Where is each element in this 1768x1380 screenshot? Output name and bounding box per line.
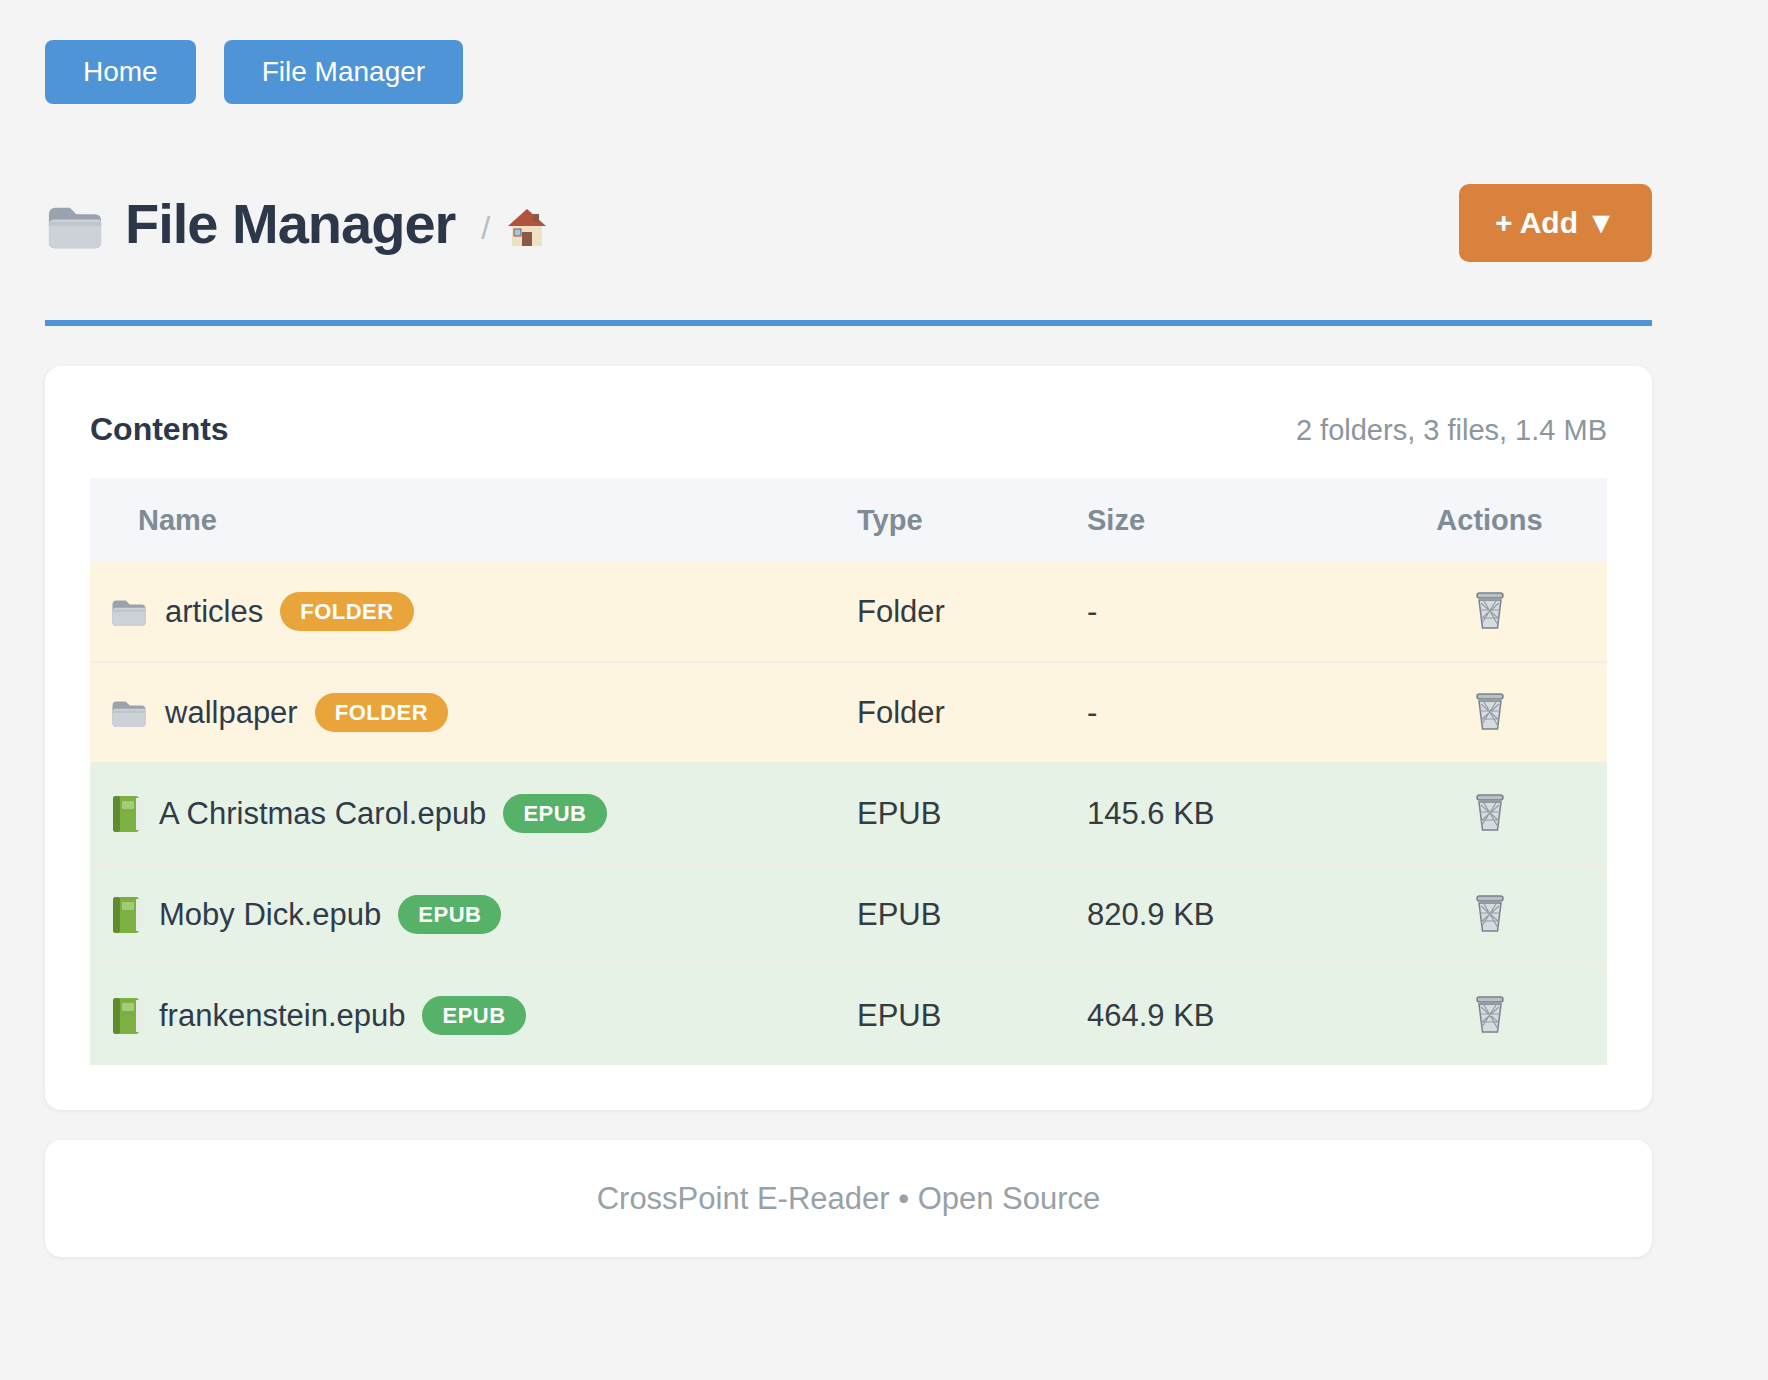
entry-size: 145.6 KB [1087, 763, 1372, 864]
entry-link-frankenstein[interactable]: frankenstein.epub EPUB [90, 996, 857, 1035]
entry-type: EPUB [857, 763, 1087, 864]
entry-type: Folder [857, 662, 1087, 763]
delete-button[interactable] [1468, 586, 1512, 634]
table-header-row: Name Type Size Actions [90, 478, 1607, 562]
entry-size: - [1087, 562, 1372, 662]
trash-icon [1472, 792, 1508, 832]
table-row: A Christmas Carol.epub EPUB EPUB 145.6 K… [90, 763, 1607, 864]
entry-type: EPUB [857, 965, 1087, 1065]
folder-badge: FOLDER [315, 693, 448, 732]
delete-button[interactable] [1468, 788, 1512, 836]
footer-text: CrossPoint E-Reader • Open Source [597, 1181, 1101, 1217]
contents-heading: Contents [90, 411, 229, 448]
delete-button[interactable] [1468, 889, 1512, 937]
table-row: frankenstein.epub EPUB EPUB 464.9 KB [90, 965, 1607, 1065]
column-header-name: Name [90, 478, 857, 562]
contents-card: Contents 2 folders, 3 files, 1.4 MB Name… [45, 366, 1652, 1110]
entry-size: 820.9 KB [1087, 864, 1372, 965]
column-header-type: Type [857, 478, 1087, 562]
entry-name: articles [165, 594, 263, 630]
folder-icon [45, 201, 105, 251]
entry-size: 464.9 KB [1087, 965, 1372, 1065]
trash-icon [1472, 691, 1508, 731]
footer: CrossPoint E-Reader • Open Source [45, 1140, 1652, 1257]
contents-summary: 2 folders, 3 files, 1.4 MB [1296, 414, 1607, 447]
entry-size: - [1087, 662, 1372, 763]
top-nav: Home File Manager [45, 40, 1652, 104]
folder-badge: FOLDER [280, 592, 413, 631]
delete-button[interactable] [1468, 687, 1512, 735]
page: Home File Manager File Manager / + Add ▼… [45, 0, 1652, 1257]
home-icon[interactable] [506, 208, 548, 248]
entry-type: Folder [857, 562, 1087, 662]
column-header-size: Size [1087, 478, 1372, 562]
green-book-icon [110, 795, 142, 833]
trash-icon [1472, 590, 1508, 630]
folder-icon [110, 595, 148, 629]
breadcrumb-separator: / [481, 210, 490, 247]
delete-button[interactable] [1468, 990, 1512, 1038]
entry-link-moby-dick[interactable]: Moby Dick.epub EPUB [90, 895, 857, 934]
entry-link-articles[interactable]: articles FOLDER [90, 592, 857, 631]
green-book-icon [110, 896, 142, 934]
entry-name: Moby Dick.epub [159, 897, 381, 933]
page-header: File Manager / + Add ▼ [45, 184, 1652, 262]
green-book-icon [110, 997, 142, 1035]
epub-badge: EPUB [422, 996, 525, 1035]
file-table: Name Type Size Actions articles FOLDER [90, 478, 1607, 1065]
column-header-actions: Actions [1372, 478, 1607, 562]
title-group: File Manager / [45, 191, 548, 256]
entry-name: frankenstein.epub [159, 998, 405, 1034]
epub-badge: EPUB [503, 794, 606, 833]
entry-link-wallpaper[interactable]: wallpaper FOLDER [90, 693, 857, 732]
entry-type: EPUB [857, 864, 1087, 965]
table-row: wallpaper FOLDER Folder - [90, 662, 1607, 763]
table-row: Moby Dick.epub EPUB EPUB 820.9 KB [90, 864, 1607, 965]
trash-icon [1472, 893, 1508, 933]
home-nav-button[interactable]: Home [45, 40, 196, 104]
contents-card-header: Contents 2 folders, 3 files, 1.4 MB [90, 411, 1607, 448]
entry-link-christmas-carol[interactable]: A Christmas Carol.epub EPUB [90, 794, 857, 833]
entry-name: wallpaper [165, 695, 298, 731]
file-manager-nav-button[interactable]: File Manager [224, 40, 463, 104]
entry-name: A Christmas Carol.epub [159, 796, 486, 832]
trash-icon [1472, 994, 1508, 1034]
epub-badge: EPUB [398, 895, 501, 934]
title-divider [45, 320, 1652, 326]
table-row: articles FOLDER Folder - [90, 562, 1607, 662]
page-title: File Manager [125, 191, 455, 256]
folder-icon [110, 696, 148, 730]
add-button[interactable]: + Add ▼ [1459, 184, 1652, 262]
